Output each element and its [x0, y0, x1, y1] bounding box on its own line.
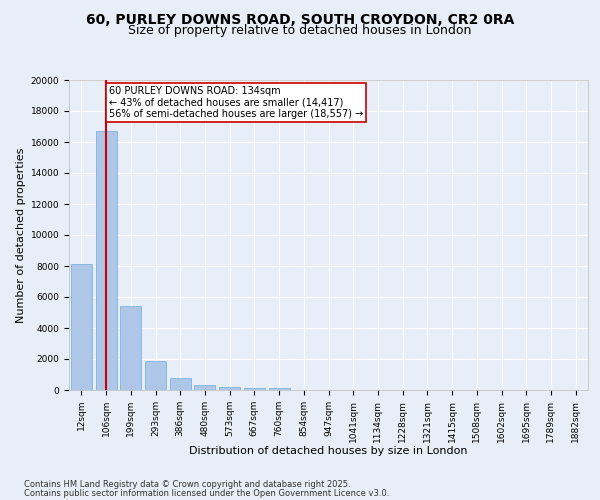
Bar [219, 387, 240, 390]
Bar [71, 264, 92, 390]
Bar [95, 131, 116, 390]
Text: Contains public sector information licensed under the Open Government Licence v3: Contains public sector information licen… [24, 488, 389, 498]
Text: 60, PURLEY DOWNS ROAD, SOUTH CROYDON, CR2 0RA: 60, PURLEY DOWNS ROAD, SOUTH CROYDON, CR… [86, 12, 514, 26]
Bar [194, 385, 215, 390]
X-axis label: Distribution of detached houses by size in London: Distribution of detached houses by size … [189, 446, 468, 456]
Text: 60 PURLEY DOWNS ROAD: 134sqm
← 43% of detached houses are smaller (14,417)
56% o: 60 PURLEY DOWNS ROAD: 134sqm ← 43% of de… [109, 86, 363, 120]
Bar [244, 388, 265, 390]
Text: Size of property relative to detached houses in London: Size of property relative to detached ho… [128, 24, 472, 37]
Bar [145, 362, 166, 390]
Bar [170, 378, 191, 390]
Y-axis label: Number of detached properties: Number of detached properties [16, 148, 26, 322]
Bar [269, 388, 290, 390]
Text: Contains HM Land Registry data © Crown copyright and database right 2025.: Contains HM Land Registry data © Crown c… [24, 480, 350, 489]
Bar [120, 306, 141, 390]
